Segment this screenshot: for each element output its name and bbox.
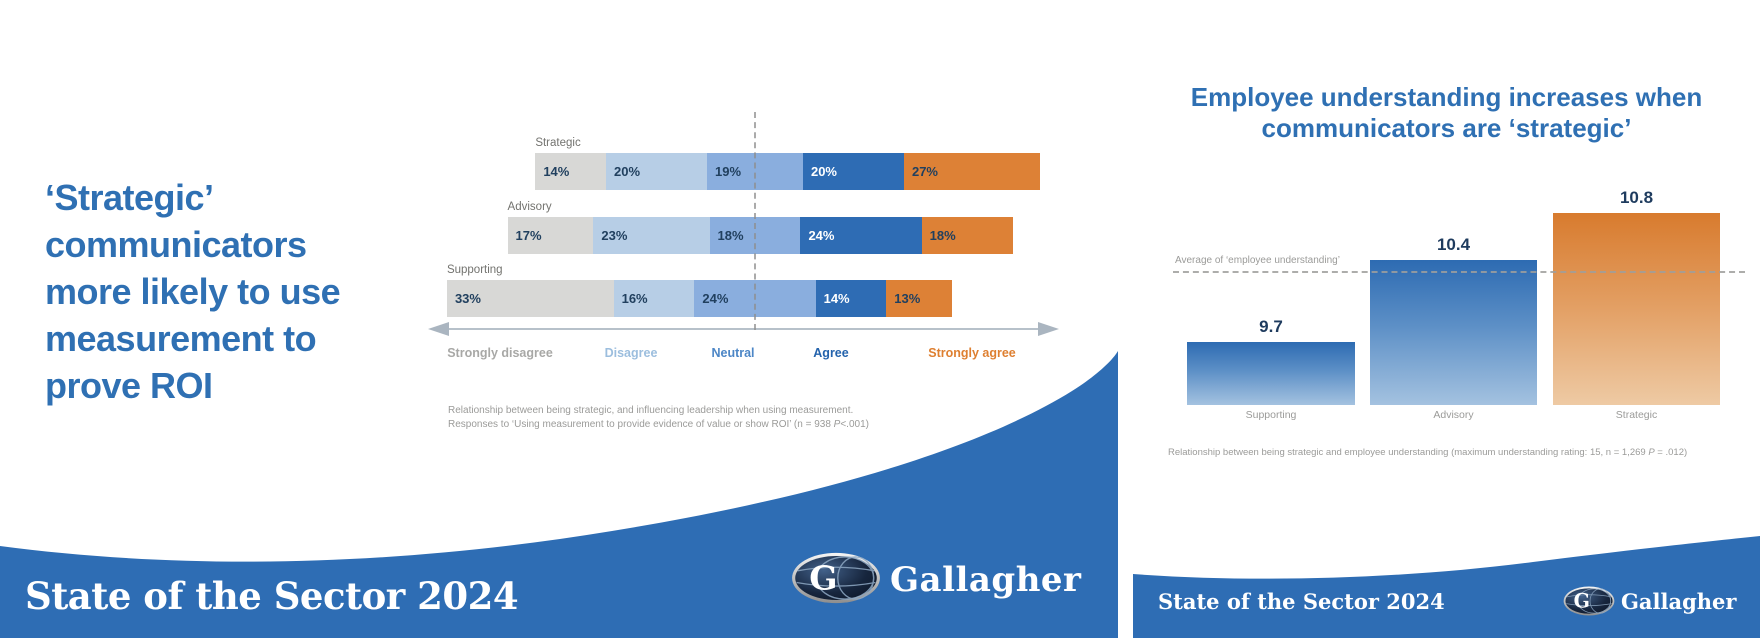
likert-segment: 14%: [535, 153, 606, 190]
likert-row-label: Supporting: [446, 264, 503, 276]
legend-item: Neutral: [711, 346, 755, 360]
likert-segment: 14%: [815, 280, 887, 317]
arrow-right-icon: [1038, 322, 1059, 336]
right-chart-caption: Relationship between being strategic and…: [1168, 446, 1688, 458]
footer-band: [1133, 536, 1760, 638]
right-slide-title: Employee understanding increases when co…: [1190, 81, 1703, 143]
bar-value-label: 10.8: [1619, 188, 1654, 207]
bar-supporting: [1187, 342, 1355, 405]
left-slide-title: ‘Strategic’ communicators more likely to…: [45, 177, 341, 407]
bar-strategic: [1553, 213, 1720, 405]
likert-segment: 16%: [613, 280, 695, 317]
legend-item: Agree: [813, 346, 849, 360]
bar-category-label: Strategic: [1615, 409, 1658, 421]
legend-item: Strongly disagree: [447, 346, 553, 360]
caption-line2: Responses to ‘Using measurement to provi…: [448, 418, 834, 430]
svg-text:G: G: [1574, 590, 1590, 613]
left-chart-caption: Relationship between being strategic, an…: [448, 405, 869, 430]
bar-value-label: 10.4: [1436, 235, 1471, 254]
bar-category-label: Supporting: [1245, 409, 1297, 421]
likert-row-label: Advisory: [507, 200, 552, 213]
left-slide: ‘Strategic’ communicators more likely to…: [0, 112, 1118, 638]
footer-wave: [0, 351, 1118, 638]
caption-line1: Relationship between being strategic, an…: [448, 405, 854, 416]
legend-item: Disagree: [604, 346, 658, 360]
gallagher-globe-icon-small: G: [1563, 586, 1615, 616]
likert-center-divider: [754, 112, 756, 330]
bar-value-label: 9.7: [1259, 317, 1283, 336]
gallagher-wordmark: Gallagher: [890, 560, 1082, 600]
arrow-left-icon: [428, 322, 449, 336]
likert-segment: 20%: [606, 153, 708, 190]
average-dashed-line: [1173, 271, 1745, 273]
bar-category-label: Advisory: [1433, 409, 1474, 421]
likert-axis-arrow: [428, 322, 1059, 336]
gallagher-wordmark-small: Gallagher: [1621, 589, 1737, 614]
bar-advisory: [1370, 260, 1537, 405]
likert-segment: 24%: [800, 216, 922, 254]
svg-text:G: G: [809, 559, 837, 598]
likert-segment: 18%: [921, 216, 1013, 254]
likert-segment: 13%: [886, 280, 952, 317]
likert-segment: 23%: [593, 216, 710, 254]
footer-title-right: State of the Sector 2024: [1158, 589, 1445, 614]
legend-item: Strongly agree: [928, 346, 1016, 360]
gallagher-globe-icon: G: [792, 552, 880, 604]
likert-segment: 17%: [507, 216, 594, 254]
footer-title: State of the Sector 2024: [25, 574, 519, 618]
likert-segment: 27%: [903, 153, 1041, 190]
likert-segment: 33%: [446, 280, 614, 317]
likert-segment: 20%: [802, 153, 904, 190]
likert-row-label: Strategic: [535, 137, 581, 149]
average-line-label: Average of ‘employee understanding’: [1175, 255, 1340, 266]
